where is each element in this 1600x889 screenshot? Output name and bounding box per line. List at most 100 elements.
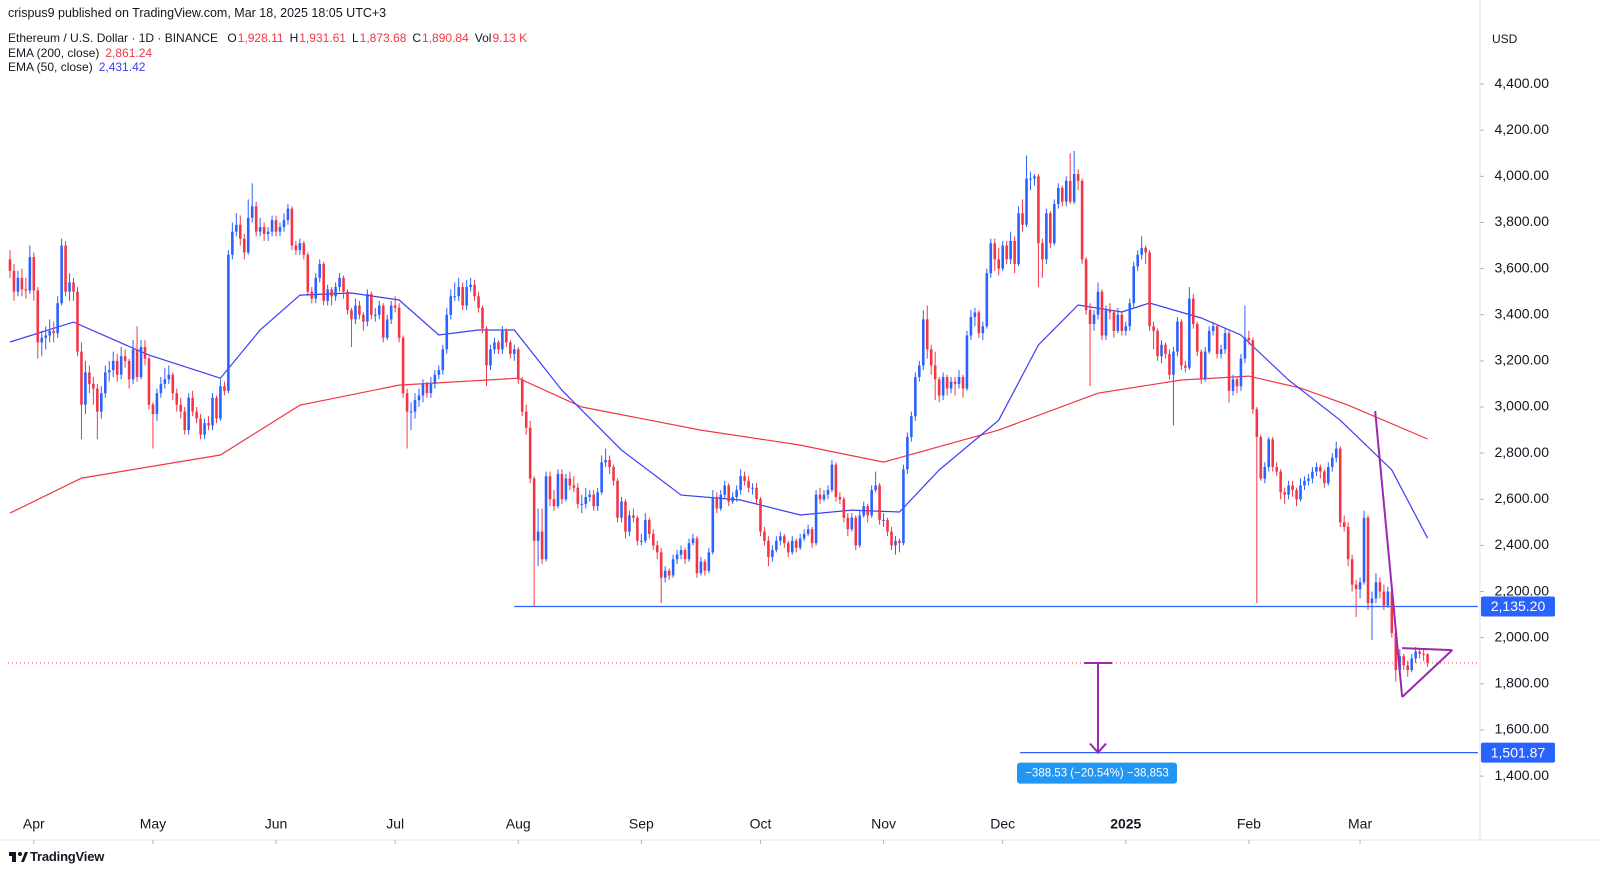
candle-body <box>1414 651 1417 659</box>
candle-body <box>298 243 302 251</box>
candle-body <box>270 220 274 232</box>
candle-body <box>636 517 639 541</box>
candle-body <box>612 466 615 481</box>
candle-body <box>679 550 683 555</box>
candle-body <box>1426 654 1429 663</box>
candle-body <box>123 356 127 361</box>
candle-body <box>1140 247 1143 255</box>
candle-body <box>588 494 592 497</box>
candle-body <box>1207 330 1211 352</box>
candle-body <box>596 492 599 507</box>
candle-body <box>171 374 175 394</box>
candle-body <box>318 263 322 278</box>
candle-body <box>1104 310 1108 336</box>
candle-body <box>532 478 536 541</box>
x-tick-label: Mar <box>1348 816 1372 832</box>
candle-body <box>405 393 409 412</box>
indicator-legend: EMA (200, close) 2,861.24 <box>8 46 152 60</box>
candle-body <box>350 310 353 320</box>
candle-body <box>548 476 552 500</box>
candle-body <box>624 501 627 532</box>
y-tick-label: 1,400.00 <box>1495 767 1550 783</box>
candle-body <box>783 536 786 544</box>
candle-body <box>949 381 953 389</box>
candle-body <box>921 319 925 366</box>
candle-body <box>84 372 87 405</box>
candle-body <box>1215 326 1219 354</box>
candle-body <box>945 377 949 389</box>
y-tick-label: 2,600.00 <box>1495 490 1550 506</box>
candle-body <box>640 540 643 542</box>
candle-body <box>469 284 472 288</box>
candle-body <box>667 570 671 576</box>
candle-body <box>866 506 869 516</box>
candle-body <box>1076 174 1080 181</box>
candle-body <box>72 282 75 292</box>
candle-body <box>1160 344 1163 357</box>
candle-body <box>107 370 111 373</box>
y-tick-label: 3,400.00 <box>1495 305 1550 321</box>
candle-body <box>1009 240 1012 260</box>
candle-body <box>818 494 822 500</box>
ohlc-values: O1,928.11 H1,931.61 L1,873.68 C1,890.84 Vol9… <box>221 31 527 45</box>
candle-body <box>520 379 524 412</box>
candle-body <box>647 520 651 534</box>
candle-body <box>473 284 476 297</box>
candle-body <box>1350 559 1354 585</box>
candle-body <box>882 520 885 522</box>
candle-body <box>1041 243 1044 260</box>
candle-body <box>1243 337 1247 359</box>
candle-body <box>858 515 862 546</box>
ohlc-key: O <box>227 31 237 45</box>
candle-body <box>703 561 707 571</box>
candle-body <box>771 550 774 557</box>
brand-logo <box>9 852 28 862</box>
candle-body <box>1088 310 1092 324</box>
candle-body <box>314 277 318 299</box>
measure-arrowhead <box>1089 742 1107 755</box>
candle-body <box>536 531 540 541</box>
candle-body <box>564 478 568 500</box>
candle-body <box>544 476 548 560</box>
candle-body <box>385 319 389 338</box>
candle-body <box>1029 178 1032 180</box>
ohlc-value: 1,873.68 <box>359 31 407 45</box>
candle-body <box>556 473 560 507</box>
candle-body <box>421 383 425 396</box>
candle-body <box>707 552 711 571</box>
candle-body <box>135 349 139 378</box>
candle-body <box>231 231 234 255</box>
candle-body <box>1334 448 1338 458</box>
candle-body <box>822 494 826 500</box>
candle-body <box>568 478 572 486</box>
candle-body <box>1307 478 1310 481</box>
candle-body <box>961 377 965 389</box>
ohlc-key: H <box>289 31 299 45</box>
candle-body <box>310 291 314 299</box>
price-label: 1,501.87 <box>1491 744 1546 760</box>
candle-body <box>374 314 377 316</box>
x-tick-label: Apr <box>23 816 45 832</box>
candle-body <box>103 372 107 394</box>
measure-label-box <box>1016 762 1177 784</box>
candle-body <box>1283 492 1286 495</box>
candle-body <box>1172 351 1175 375</box>
candle-body <box>651 533 655 546</box>
ohlc-key: C <box>412 31 422 45</box>
y-tick-label: 2,400.00 <box>1495 536 1550 552</box>
candle-body <box>207 423 210 426</box>
candle-body <box>1402 656 1406 666</box>
candle-body <box>381 305 385 338</box>
x-tick-label: Jul <box>386 816 404 832</box>
candle-body <box>254 206 258 232</box>
candle-body <box>608 460 611 467</box>
candle-body <box>1033 176 1036 179</box>
candle-body <box>628 515 631 532</box>
candle-body <box>1148 252 1151 327</box>
candle-body <box>8 259 12 271</box>
candle-body <box>755 487 758 500</box>
indicator-name: EMA (50, close) <box>8 60 93 74</box>
candle-body <box>242 238 246 253</box>
candle-body <box>1120 314 1124 331</box>
candle-body <box>1096 291 1100 315</box>
